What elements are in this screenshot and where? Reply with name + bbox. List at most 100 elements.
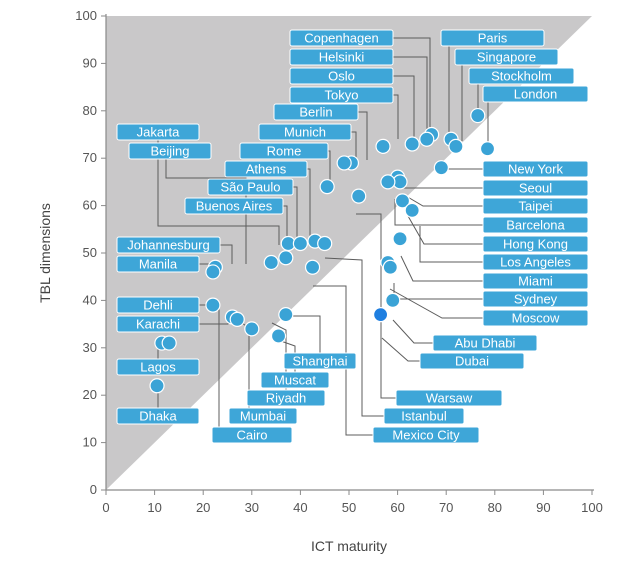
connector-taipei	[405, 195, 483, 207]
y-tick-label: 40	[83, 292, 97, 307]
point-tokyo	[375, 138, 391, 154]
point-dubai	[372, 307, 389, 323]
y-tick-label: 0	[90, 482, 97, 497]
connector-johannesburg	[220, 244, 233, 264]
label-box	[116, 296, 200, 314]
point-hong-kong	[394, 193, 411, 209]
label-berlin: Berlin	[273, 103, 359, 121]
label-text: Oslo	[328, 69, 355, 84]
label-box	[482, 253, 589, 271]
label-text: Hong Kong	[503, 237, 568, 252]
label-box	[289, 86, 394, 104]
label-box	[372, 426, 480, 444]
x-tick-label: 50	[342, 500, 356, 515]
point-istanbul	[317, 235, 333, 252]
label-text: Los Angeles	[500, 255, 571, 270]
connector-berlin	[358, 111, 368, 160]
x-tick-label: 100	[581, 500, 603, 515]
label-box	[482, 216, 589, 234]
label-hong-kong: Hong Kong	[482, 235, 589, 253]
shaded-region	[106, 16, 592, 490]
label-text: Johannesburg	[127, 238, 209, 253]
label-box	[395, 389, 503, 407]
label-mumbai: Mumbai	[228, 407, 298, 425]
label-text: Riyadh	[266, 391, 306, 406]
point-london	[479, 141, 496, 157]
label-text: Rome	[267, 144, 302, 159]
label-text: Berlin	[299, 105, 332, 120]
label-text: London	[514, 87, 557, 102]
label-stockholm: Stockholm	[468, 67, 575, 85]
label-box	[246, 389, 326, 407]
label-box	[482, 179, 589, 197]
label-dhaka: Dhaka	[116, 407, 200, 425]
label-shanghai: Shanghai	[283, 352, 357, 370]
label-box	[224, 160, 308, 178]
connector-oslo	[393, 75, 415, 141]
label-text: Shanghai	[293, 354, 348, 369]
label-box	[116, 407, 200, 425]
point-mumbai	[229, 311, 245, 327]
connector-miami	[400, 255, 483, 282]
x-tick-label: 30	[245, 500, 259, 515]
point-stockholm	[470, 107, 486, 124]
label-moscow: Moscow	[482, 309, 589, 327]
label-box	[273, 103, 359, 121]
label-box	[468, 67, 575, 85]
label-oslo: Oslo	[289, 67, 394, 85]
label-box	[207, 178, 294, 196]
label-buenos-aires: Buenos Aires	[184, 197, 284, 215]
label-text: Stockholm	[491, 69, 552, 84]
label-text: Karachi	[136, 317, 180, 332]
label-abu-dhabi: Abu Dhabi	[432, 334, 538, 352]
x-axis-title: ICT maturity	[311, 538, 387, 554]
point-mexico-city	[304, 259, 321, 275]
connector-sydney	[393, 283, 483, 300]
label-sao-paulo: São Paulo	[207, 178, 294, 196]
label-copenhagen: Copenhagen	[289, 29, 394, 47]
label-text: Miami	[518, 274, 553, 289]
point-oslo	[404, 136, 420, 152]
label-box	[482, 160, 589, 178]
label-box	[116, 315, 200, 333]
label-box	[283, 352, 357, 370]
label-jakarta: Jakarta	[116, 123, 200, 141]
label-istanbul: Istanbul	[383, 407, 465, 425]
connector-sao-paulo	[293, 186, 298, 239]
x-tick-label: 0	[102, 500, 109, 515]
x-tick-label: 60	[390, 500, 404, 515]
label-text: Athens	[246, 162, 287, 177]
label-text: Cairo	[236, 428, 267, 443]
label-text: Helsinki	[319, 50, 365, 65]
y-tick-label: 30	[83, 340, 97, 355]
connector-abu-dhabi	[392, 319, 433, 344]
label-lagos: Lagos	[116, 358, 200, 376]
label-text: Dehli	[143, 298, 173, 313]
label-text: Mumbai	[240, 409, 286, 424]
y-tick-label: 10	[83, 435, 97, 450]
label-box	[116, 255, 200, 273]
point-cairo	[161, 335, 177, 351]
label-text: São Paulo	[221, 180, 281, 195]
y-tick-label: 80	[83, 103, 97, 118]
label-tokyo: Tokyo	[289, 86, 394, 104]
x-tick-label: 80	[488, 500, 502, 515]
y-tick-label: 20	[83, 387, 97, 402]
connector-riyadh	[271, 322, 287, 390]
label-manila: Manila	[116, 255, 200, 273]
connector-los-angeles	[419, 226, 483, 263]
label-box	[482, 309, 589, 327]
label-box	[482, 85, 589, 103]
y-tick-label: 90	[83, 55, 97, 70]
label-box	[419, 352, 525, 370]
label-miami: Miami	[482, 272, 589, 290]
point-munich	[336, 155, 352, 171]
connector-warsaw	[356, 213, 396, 399]
connector-jakarta	[157, 140, 280, 245]
label-warsaw: Warsaw	[395, 389, 503, 407]
point-beijing	[263, 254, 279, 271]
connector-beijing	[165, 159, 247, 264]
point-barcelona	[380, 174, 396, 190]
label-text: Tokyo	[325, 88, 359, 103]
label-munich: Munich	[258, 123, 352, 141]
